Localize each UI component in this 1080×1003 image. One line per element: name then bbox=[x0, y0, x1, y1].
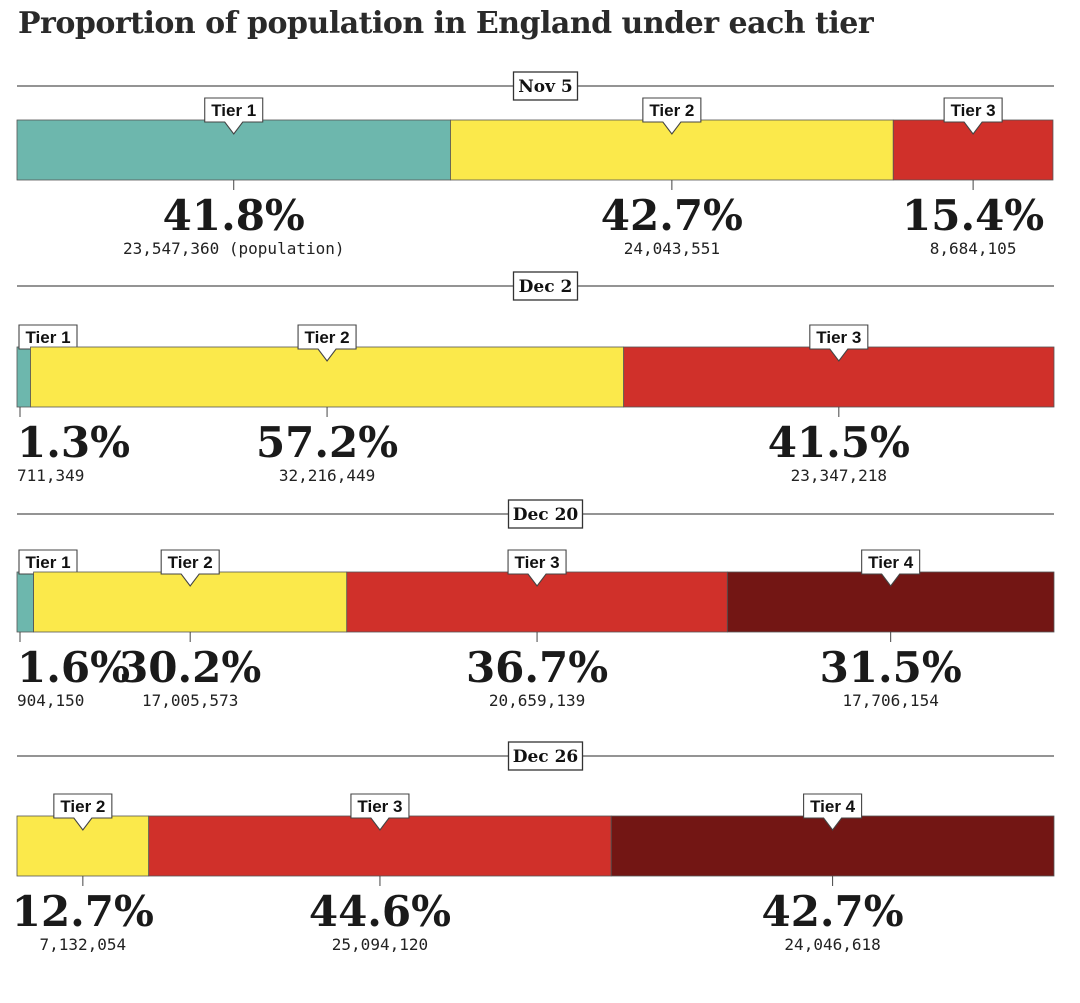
tier-callout-tier-3 bbox=[350, 793, 410, 831]
date-label: Dec 20 bbox=[513, 505, 579, 525]
tier-label-tier-3: Tier 3 bbox=[357, 797, 402, 816]
chart-title: Proportion of population in England unde… bbox=[18, 6, 874, 41]
percent-label-tier-1: 41.8% bbox=[163, 191, 305, 240]
tier-callout-tier-2 bbox=[160, 549, 220, 587]
date-label: Dec 26 bbox=[513, 747, 579, 767]
date-label-box bbox=[507, 499, 584, 529]
date-label: Dec 2 bbox=[519, 277, 573, 297]
population-label-tier-2: 7,132,054 bbox=[39, 935, 126, 954]
tier-label-tier-1: Tier 1 bbox=[25, 328, 70, 347]
population-label-tier-1: 711,349 bbox=[17, 466, 84, 485]
tier-label-tier-2: Tier 2 bbox=[60, 797, 105, 816]
population-label-tier-2: 24,043,551 bbox=[624, 239, 720, 258]
tier-label-tier-2: Tier 2 bbox=[305, 328, 350, 347]
bar-segment-tier-1 bbox=[16, 346, 31, 408]
tier-label-tier-1: Tier 1 bbox=[211, 101, 256, 120]
percent-label-tier-4: 42.7% bbox=[761, 887, 903, 936]
date-label-box bbox=[512, 271, 579, 301]
percent-label-tier-2: 42.7% bbox=[601, 191, 743, 240]
population-label-tier-3: 8,684,105 bbox=[930, 239, 1017, 258]
percent-label-tier-1: 1.6% bbox=[17, 643, 130, 692]
bar-segment-tier-1 bbox=[16, 571, 34, 633]
percent-label-tier-4: 31.5% bbox=[820, 643, 962, 692]
percent-label-tier-3: 36.7% bbox=[466, 643, 608, 692]
percent-label-tier-3: 41.5% bbox=[768, 418, 910, 467]
tier-label-tier-3: Tier 3 bbox=[515, 553, 560, 572]
tier-callout-tier-4 bbox=[861, 549, 921, 587]
percent-label-tier-2: 30.2% bbox=[119, 643, 261, 692]
percent-label-tier-2: 57.2% bbox=[256, 418, 398, 467]
percent-label-tier-3: 44.6% bbox=[309, 887, 451, 936]
population-label-tier-2: 32,216,449 bbox=[279, 466, 375, 485]
tier-callout-tier-3 bbox=[507, 549, 567, 587]
tier-label-tier-2: Tier 2 bbox=[168, 553, 213, 572]
population-label-tier-4: 17,706,154 bbox=[843, 691, 939, 710]
population-label-tier-3: 20,659,139 bbox=[489, 691, 585, 710]
percent-label-tier-1: 1.3% bbox=[17, 418, 130, 467]
population-label-tier-3: 25,094,120 bbox=[332, 935, 428, 954]
date-label: Nov 5 bbox=[518, 77, 573, 97]
population-label-tier-1: 904,150 bbox=[17, 691, 84, 710]
tier-callout-tier-1 bbox=[204, 97, 264, 135]
tier-callout-tier-4 bbox=[803, 793, 863, 831]
population-label-tier-3: 23,347,218 bbox=[791, 466, 887, 485]
tier-callout-tier-2 bbox=[642, 97, 702, 135]
percent-label-tier-2: 12.7% bbox=[12, 887, 154, 936]
tier-label-tier-2: Tier 2 bbox=[649, 101, 694, 120]
percent-label-tier-3: 15.4% bbox=[902, 191, 1044, 240]
tier-label-tier-1: Tier 1 bbox=[25, 553, 70, 572]
tier-callout-tier-3 bbox=[809, 324, 869, 362]
tier-label-tier-4: Tier 4 bbox=[868, 553, 914, 572]
tier-label-tier-4: Tier 4 bbox=[810, 797, 856, 816]
tier-callout-tier-2 bbox=[53, 793, 113, 831]
tier-callout-tier-3 bbox=[943, 97, 1003, 135]
date-label-box bbox=[512, 71, 579, 101]
population-label-tier-4: 24,046,618 bbox=[784, 935, 880, 954]
date-label-box bbox=[507, 741, 584, 771]
population-label-tier-2: 17,005,573 bbox=[142, 691, 238, 710]
tier-label-tier-3: Tier 3 bbox=[951, 101, 996, 120]
population-label-tier-1: 23,547,360 (population) bbox=[123, 239, 345, 258]
tier-callout-tier-2 bbox=[297, 324, 357, 362]
tier-label-tier-3: Tier 3 bbox=[816, 328, 861, 347]
